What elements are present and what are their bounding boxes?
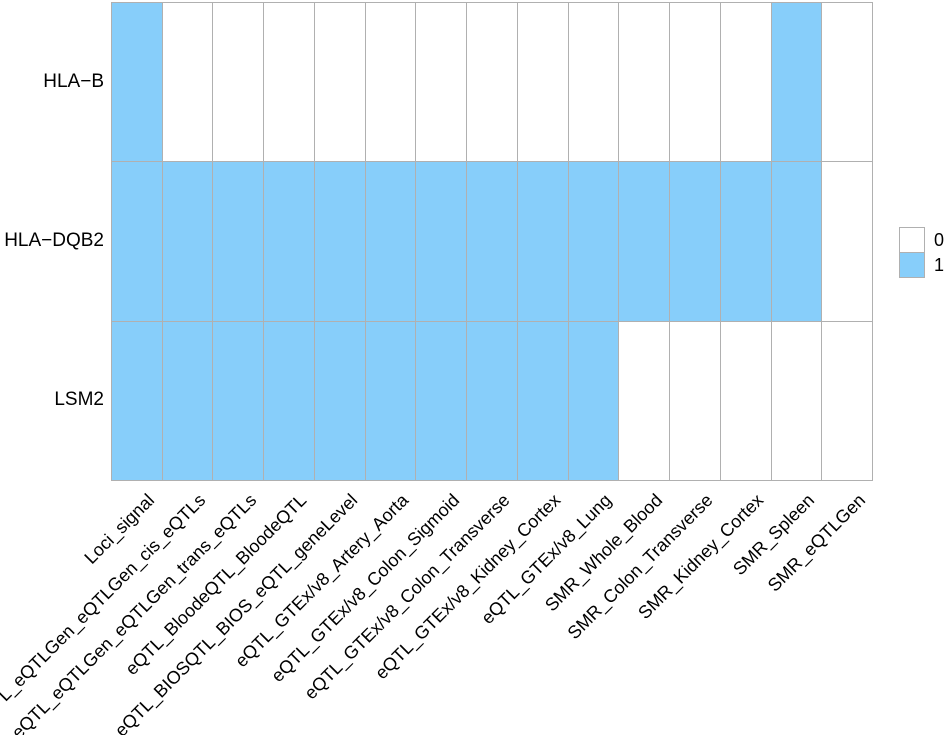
heatmap-cell [112, 321, 162, 480]
legend-label: 0 [934, 230, 944, 250]
heatmap-cell [314, 162, 365, 321]
heatmap-cell [365, 3, 416, 162]
heatmap-cell [619, 321, 670, 480]
heatmap-cell [264, 162, 314, 321]
x-axis-label: eQTL_GTEx/v8_Colon_Sigmoid [266, 490, 463, 686]
heatmap-cell [416, 321, 467, 480]
legend-item: 1 [899, 252, 944, 278]
heatmap-cell [670, 162, 720, 321]
heatmap-cell [467, 3, 517, 162]
heatmap-cell [213, 162, 264, 321]
heatmap-cell [314, 3, 365, 162]
heatmap-cell [213, 3, 264, 162]
heatmap-cell [517, 3, 568, 162]
heatmap-cell [822, 321, 872, 480]
heatmap-cell [467, 162, 517, 321]
y-axis-label: HLA−B [43, 70, 104, 92]
legend-swatch [899, 252, 925, 278]
heatmap-cell [365, 162, 416, 321]
heatmap-cell [162, 162, 213, 321]
y-axis-label: LSM2 [54, 388, 104, 410]
heatmap-cell [720, 321, 771, 480]
heatmap-cell [771, 162, 822, 321]
heatmap-panel [111, 2, 873, 481]
heatmap-cell [670, 321, 720, 480]
heatmap-cell [213, 321, 264, 480]
heatmap-cell [720, 162, 771, 321]
y-axis-label: HLA−DQB2 [4, 229, 104, 251]
heatmap-cell [619, 162, 670, 321]
heatmap-cell [264, 321, 314, 480]
legend-label: 1 [934, 255, 944, 275]
heatmap-cell [112, 162, 162, 321]
heatmap-cell [162, 3, 213, 162]
heatmap-cell [568, 162, 619, 321]
heatmap-cell [467, 321, 517, 480]
heatmap-cell [416, 162, 467, 321]
heatmap-cell [822, 3, 872, 162]
heatmap-cell [822, 162, 872, 321]
legend-item: 0 [899, 227, 944, 253]
heatmap-cell [771, 3, 822, 162]
heatmap-cell [416, 3, 467, 162]
heatmap-cell [162, 321, 213, 480]
heatmap-cell [568, 3, 619, 162]
heatmap-cell [771, 321, 822, 480]
heatmap-cell [720, 3, 771, 162]
heatmap-cell [517, 321, 568, 480]
x-axis-label: eQTL_GTEx/v8_Kidney_Cortex [371, 490, 565, 684]
heatmap-cell [670, 3, 720, 162]
heatmap-cell [112, 3, 162, 162]
heatmap-cell [517, 162, 568, 321]
heatmap-cell [314, 321, 365, 480]
heatmap-cell [264, 3, 314, 162]
heatmap-cell [568, 321, 619, 480]
legend-swatch [899, 227, 925, 253]
heatmap-cell [365, 321, 416, 480]
heatmap-cell [619, 3, 670, 162]
